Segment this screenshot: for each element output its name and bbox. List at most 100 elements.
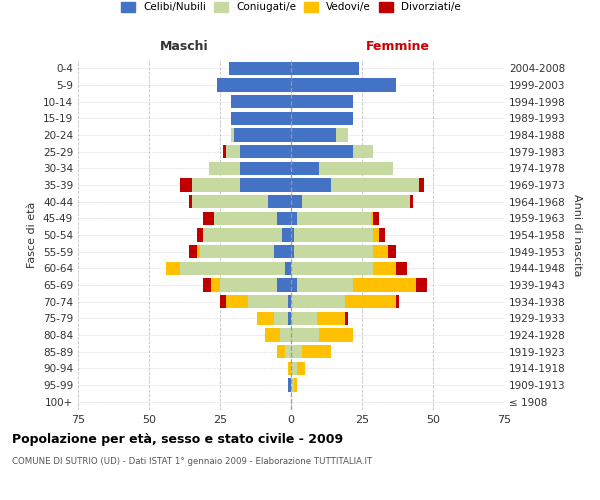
Bar — [373, 262, 396, 275]
Text: Popolazione per età, sesso e stato civile - 2009: Popolazione per età, sesso e stato civil… — [12, 432, 343, 446]
Bar — [277, 345, 286, 358]
Bar — [291, 278, 296, 291]
Bar — [371, 212, 373, 225]
Bar — [197, 228, 203, 241]
Bar — [274, 245, 291, 258]
Bar — [388, 245, 396, 258]
Bar — [319, 328, 353, 342]
Bar — [191, 195, 268, 208]
Bar — [294, 245, 373, 258]
Bar — [232, 95, 291, 108]
Bar — [291, 162, 319, 175]
Bar — [217, 78, 291, 92]
Bar — [226, 145, 240, 158]
Text: COMUNE DI SUTRIO (UD) - Dati ISTAT 1° gennaio 2009 - Elaborazione TUTTITALIA.IT: COMUNE DI SUTRIO (UD) - Dati ISTAT 1° ge… — [12, 458, 372, 466]
Bar — [286, 345, 291, 358]
Bar — [396, 262, 407, 275]
Bar — [291, 95, 353, 108]
Bar — [189, 195, 191, 208]
Bar — [296, 362, 305, 375]
Bar — [209, 162, 240, 175]
Bar — [197, 245, 200, 258]
Bar — [166, 262, 180, 275]
Y-axis label: Fasce di età: Fasce di età — [28, 202, 37, 268]
Bar — [229, 62, 291, 75]
Bar — [373, 228, 379, 241]
Bar — [291, 178, 331, 192]
Bar — [200, 245, 274, 258]
Bar — [353, 278, 416, 291]
Bar — [294, 228, 373, 241]
Text: Maschi: Maschi — [160, 40, 209, 52]
Bar — [220, 278, 277, 291]
Bar — [291, 345, 302, 358]
Bar — [240, 162, 291, 175]
Bar — [291, 312, 317, 325]
Bar — [302, 345, 331, 358]
Bar — [220, 295, 226, 308]
Bar — [291, 212, 296, 225]
Bar — [291, 228, 294, 241]
Bar — [291, 245, 294, 258]
Bar — [379, 228, 385, 241]
Bar — [286, 262, 291, 275]
Bar — [291, 262, 373, 275]
Bar — [294, 378, 296, 392]
Legend: Celibi/Nubili, Coniugati/e, Vedovi/e, Divorziati/e: Celibi/Nubili, Coniugati/e, Vedovi/e, Di… — [121, 2, 461, 12]
Bar — [288, 378, 291, 392]
Bar — [416, 278, 427, 291]
Bar — [277, 278, 291, 291]
Bar — [345, 295, 396, 308]
Bar — [257, 312, 274, 325]
Bar — [240, 145, 291, 158]
Bar — [353, 145, 373, 158]
Bar — [331, 178, 419, 192]
Bar — [283, 228, 291, 241]
Bar — [291, 62, 359, 75]
Bar — [302, 195, 410, 208]
Bar — [180, 262, 286, 275]
Bar — [291, 378, 294, 392]
Bar — [268, 195, 291, 208]
Bar — [223, 145, 226, 158]
Bar — [291, 128, 337, 141]
Bar — [248, 295, 288, 308]
Bar — [296, 212, 371, 225]
Bar — [291, 112, 353, 125]
Bar — [232, 112, 291, 125]
Bar — [410, 195, 413, 208]
Bar — [396, 295, 399, 308]
Bar — [203, 228, 283, 241]
Bar — [277, 212, 291, 225]
Bar — [288, 312, 291, 325]
Bar — [214, 212, 277, 225]
Bar — [232, 128, 234, 141]
Bar — [291, 362, 296, 375]
Bar — [265, 328, 280, 342]
Bar — [280, 328, 291, 342]
Bar — [211, 278, 220, 291]
Bar — [291, 145, 353, 158]
Bar — [291, 295, 345, 308]
Y-axis label: Anni di nascita: Anni di nascita — [572, 194, 582, 276]
Bar — [291, 78, 396, 92]
Text: Femmine: Femmine — [365, 40, 430, 52]
Bar — [319, 162, 393, 175]
Bar — [203, 278, 211, 291]
Bar — [291, 195, 302, 208]
Bar — [337, 128, 348, 141]
Bar — [317, 312, 345, 325]
Bar — [296, 278, 353, 291]
Bar — [180, 178, 191, 192]
Bar — [234, 128, 291, 141]
Bar — [274, 312, 288, 325]
Bar — [226, 295, 248, 308]
Bar — [291, 328, 319, 342]
Bar — [189, 245, 197, 258]
Bar — [419, 178, 424, 192]
Bar — [288, 362, 291, 375]
Bar — [345, 312, 348, 325]
Bar — [191, 178, 240, 192]
Bar — [373, 212, 379, 225]
Bar — [288, 295, 291, 308]
